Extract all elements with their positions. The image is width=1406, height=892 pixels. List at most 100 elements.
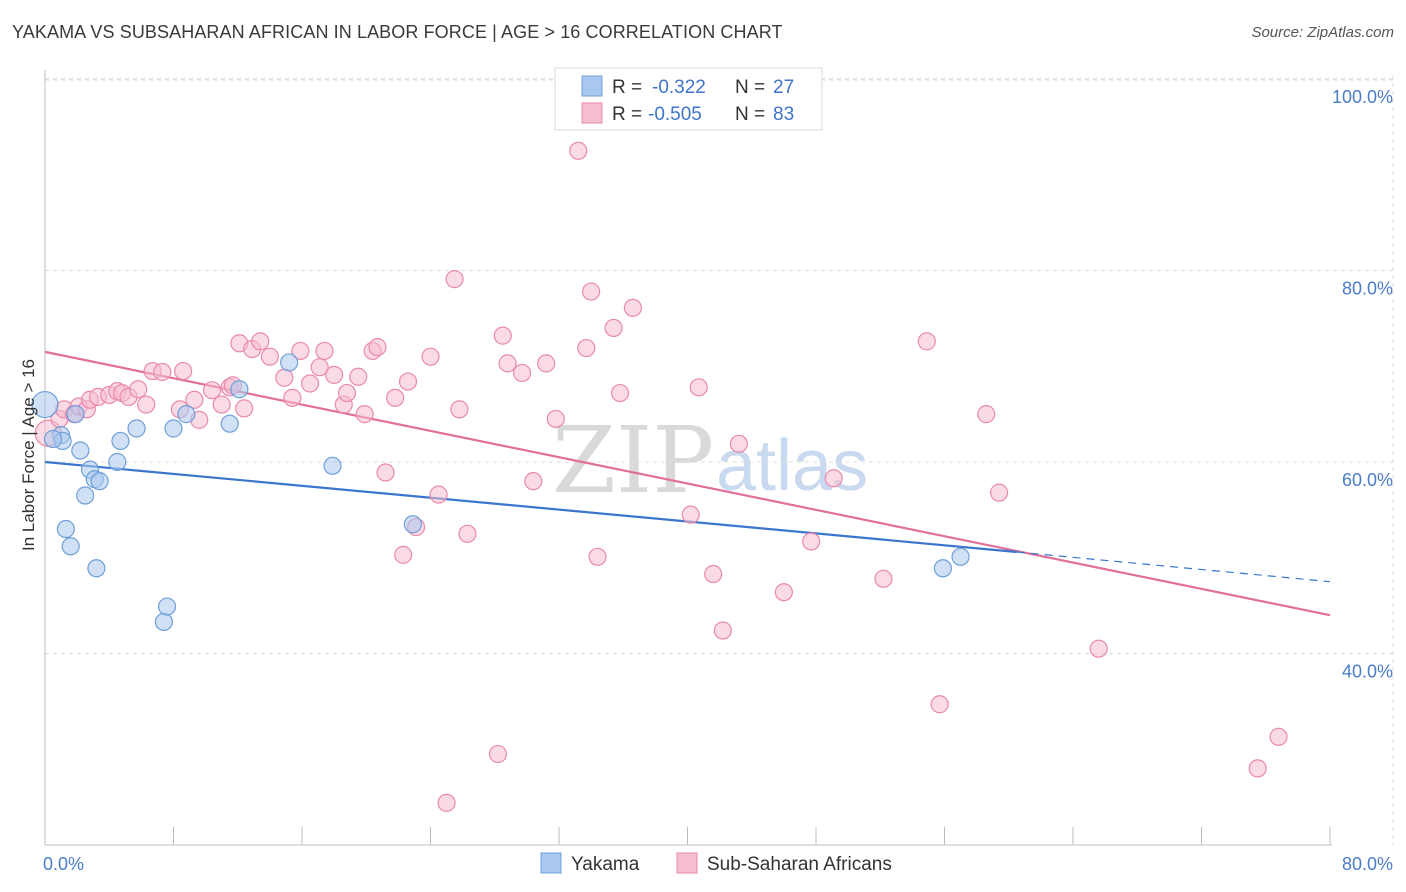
- correlation-legend: R = -0.322 N = 27 R = -0.505 N = 83: [554, 67, 823, 131]
- yakama-point: [90, 472, 109, 491]
- ssa-point: [445, 270, 464, 289]
- ssa-point: [569, 141, 588, 160]
- ssa-point: [774, 583, 793, 602]
- yakama-trend-line: [44, 460, 1017, 554]
- trend-lines: [44, 350, 1331, 617]
- yakama-point: [280, 353, 299, 372]
- data-points: [31, 141, 1288, 812]
- ssa-point: [689, 378, 708, 397]
- ssa-point: [275, 368, 294, 387]
- x-tick-label-min: 0.0%: [43, 854, 84, 874]
- y-tick-label-80: 80.0%: [1342, 279, 1393, 299]
- ssa-point: [355, 405, 374, 424]
- legend-swatch-ssa: [581, 102, 603, 124]
- yakama-point: [230, 380, 249, 399]
- ssa-point: [212, 395, 231, 414]
- ssa-point: [604, 318, 623, 338]
- ssa-point: [325, 365, 344, 384]
- ssa-point: [681, 505, 700, 524]
- x-tick-label-max: 80.0%: [1342, 854, 1393, 874]
- yakama-point: [61, 537, 80, 556]
- ssa-point: [582, 282, 601, 301]
- ssa-point: [546, 409, 565, 429]
- ssa-point: [300, 374, 320, 393]
- ssa-point: [137, 395, 156, 414]
- ssa-point: [577, 338, 596, 358]
- source-label: Source: ZipAtlas.com: [1251, 24, 1394, 41]
- legend-r-value-1: -0.322: [652, 77, 706, 98]
- bottom-legend-ssa: Sub-Saharan Africans: [707, 854, 892, 875]
- ssa-point: [610, 383, 630, 403]
- yakama-point: [56, 519, 75, 539]
- ssa-point: [251, 332, 270, 351]
- ssa-point: [283, 388, 302, 407]
- yakama-point: [403, 515, 422, 534]
- ssa-point: [129, 380, 148, 399]
- yakama-point: [177, 405, 196, 424]
- yakama-point: [323, 456, 342, 475]
- ssa-point: [623, 298, 642, 317]
- yakama-point: [157, 597, 177, 616]
- ssa-point: [310, 358, 329, 377]
- ssa-point: [990, 483, 1009, 502]
- ssa-point: [493, 326, 512, 345]
- legend-n-value-2: 83: [773, 104, 794, 125]
- ssa-point: [260, 347, 279, 366]
- yakama-point: [71, 441, 90, 460]
- yakama-point: [108, 452, 127, 472]
- ssa-point: [450, 400, 469, 419]
- yakama-point: [127, 419, 146, 438]
- chart-title: YAKAMA VS SUBSAHARAN AFRICAN IN LABOR FO…: [12, 22, 783, 42]
- ssa-point: [235, 399, 254, 418]
- ssa-point: [588, 547, 607, 566]
- ssa-point: [537, 354, 556, 373]
- yakama-point: [111, 431, 130, 451]
- ssa-point: [349, 367, 368, 386]
- ssa-point: [824, 469, 843, 488]
- yakama-point: [164, 419, 183, 438]
- axes: [44, 70, 1332, 846]
- ssa-point: [977, 405, 996, 424]
- ssa-point: [376, 463, 395, 482]
- legend-r-label-1: R =: [612, 77, 642, 98]
- legend-n-label-2: N =: [735, 104, 765, 125]
- bottom-legend-swatch-ssa: [676, 852, 698, 874]
- ssa-point: [704, 564, 723, 584]
- legend-n-label-1: N =: [735, 77, 765, 98]
- ssa-point: [429, 485, 448, 504]
- bottom-legend-yakama: Yakama: [571, 854, 640, 875]
- ssa-point: [202, 381, 222, 400]
- series-legend: Yakama Sub-Saharan Africans: [540, 852, 892, 875]
- ssa-point: [398, 372, 418, 391]
- ssa-point: [1089, 639, 1108, 658]
- legend-r-value-2: -0.505: [648, 104, 702, 125]
- ssa-point: [421, 347, 440, 366]
- ssa-point: [458, 524, 477, 543]
- ssa-point: [524, 472, 543, 491]
- ssa-point: [802, 532, 821, 551]
- ssa-point: [488, 744, 508, 764]
- ssa-point: [291, 341, 310, 361]
- yakama-trend-extension: [1016, 551, 1331, 583]
- y-tick-label-40: 40.0%: [1342, 662, 1393, 682]
- yakama-point: [951, 547, 970, 566]
- ssa-point: [153, 362, 172, 382]
- ssa-point: [874, 569, 893, 588]
- ssa-point: [1248, 759, 1267, 778]
- yakama-point: [43, 429, 63, 449]
- yakama-point: [76, 486, 95, 505]
- ssa-point: [337, 383, 357, 403]
- ssa-point: [729, 434, 749, 453]
- yakama-point: [220, 414, 239, 433]
- ssa-point: [713, 621, 732, 640]
- legend-r-label-2: R =: [612, 104, 642, 125]
- ssa-point: [437, 793, 456, 812]
- ssa-point: [368, 338, 387, 357]
- yakama-point: [66, 405, 85, 424]
- ssa-point: [917, 332, 936, 351]
- ssa-point: [394, 545, 413, 564]
- yakama-point: [933, 559, 952, 578]
- ssa-point: [315, 341, 334, 361]
- legend-swatch-yakama: [581, 75, 603, 97]
